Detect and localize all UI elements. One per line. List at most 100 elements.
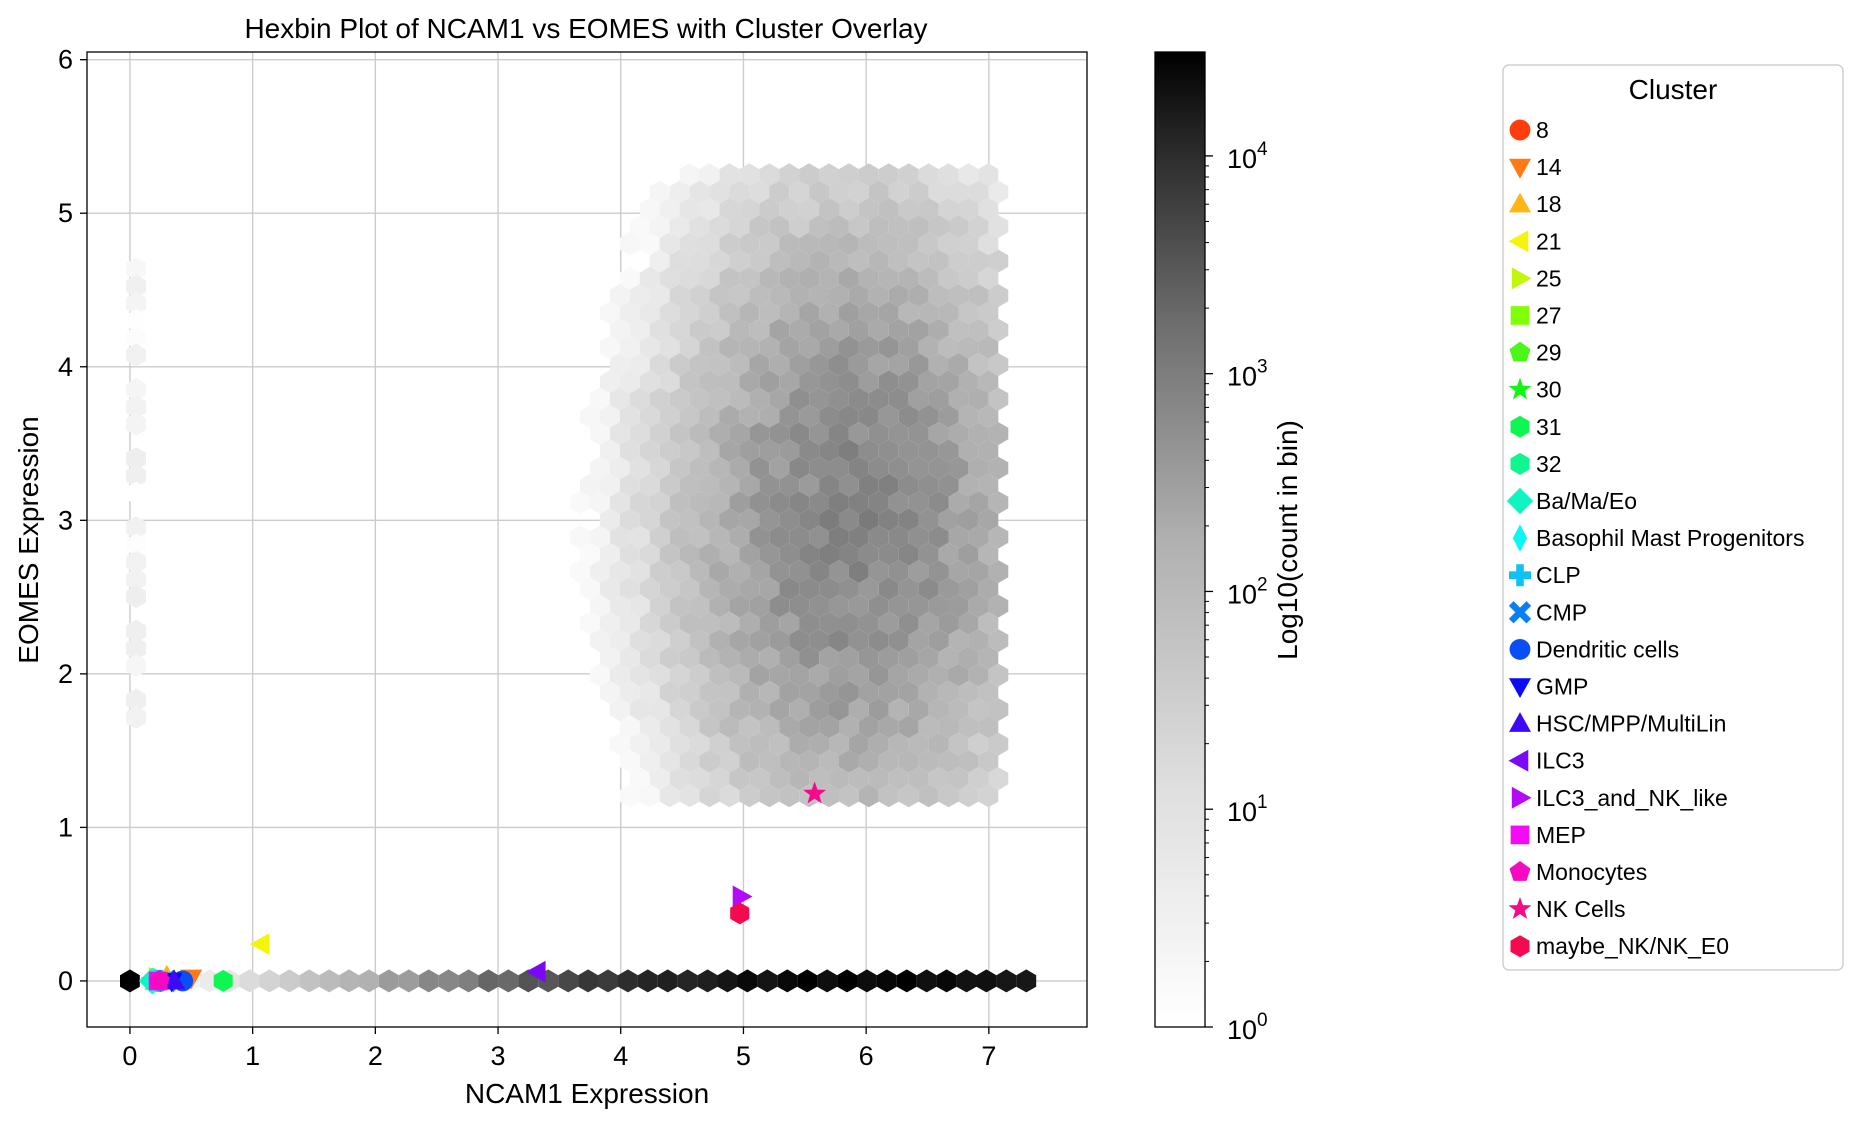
hexbin-cell <box>809 387 829 411</box>
hexbin-cell <box>669 318 690 342</box>
hexbin-cell <box>659 301 680 325</box>
hexbin-cell <box>619 611 640 635</box>
hexbin-cell <box>789 491 810 515</box>
hexbin-cell <box>888 422 909 446</box>
hexbin-cell <box>848 491 869 515</box>
cluster-marker <box>730 902 750 925</box>
hexbin-cell <box>948 387 969 411</box>
legend-item: maybe_NK/NK_E0 <box>1510 933 1729 959</box>
legend-marker <box>1510 825 1530 845</box>
hexbin-cell <box>848 767 869 791</box>
hexbin-cell <box>749 456 770 480</box>
y-tick-label: 4 <box>58 352 73 382</box>
hexbin-cell <box>988 560 1009 584</box>
hexbin-cell <box>868 560 889 584</box>
hexbin-cell <box>729 560 750 584</box>
hexbin-cell <box>918 577 939 601</box>
hexbin-cell <box>829 284 849 308</box>
hexbin-cell <box>908 594 929 618</box>
legend-item: CMP <box>1508 599 1587 625</box>
hexbin-cell <box>689 284 710 308</box>
hexbin-cell <box>779 508 800 532</box>
hexbin-cell <box>938 611 959 635</box>
hexbin-cell <box>769 456 790 480</box>
hexbin-cell <box>699 508 720 532</box>
hexbin-cell <box>709 249 730 273</box>
legend-item: NK Cells <box>1508 896 1625 922</box>
hexbin-cell <box>757 969 778 993</box>
hexbin-cell <box>659 335 680 359</box>
hexbin-cell <box>599 508 620 532</box>
hexbin-cell <box>968 560 989 584</box>
hexbin-cell <box>968 525 989 549</box>
hexbin-cell <box>789 180 810 204</box>
hexbin-cell <box>699 232 720 256</box>
cluster-marker-shape <box>249 933 270 956</box>
hexbin-cell <box>978 749 999 773</box>
hexbin-cell <box>958 266 979 290</box>
hexbin-cell <box>729 491 750 515</box>
legend-marker <box>1508 230 1529 253</box>
hexbin-cell <box>799 611 820 635</box>
hexbin-cell <box>916 969 937 993</box>
hexbin-cell <box>868 215 889 239</box>
hexbin-cell <box>639 197 660 221</box>
x-tick-label: 0 <box>122 1041 137 1071</box>
legend-marker-shape <box>1511 786 1532 809</box>
hexbin-cell <box>669 284 690 308</box>
cluster-marker <box>732 885 753 908</box>
hexbin-cell <box>809 560 829 584</box>
hexbin-cell <box>689 318 710 342</box>
hexbin-cell <box>669 629 690 653</box>
hexbin-cell <box>729 594 750 618</box>
hexbin-cell <box>918 335 939 359</box>
hexbin-cell <box>679 266 700 290</box>
hexbin-cell <box>558 969 579 993</box>
hexbin-cell <box>978 163 999 187</box>
hexbin-cell <box>659 715 680 739</box>
hexbin-cell <box>759 335 780 359</box>
hexbin-cell <box>570 491 590 515</box>
hexbin-cell <box>769 284 790 308</box>
hexbin-cell <box>749 249 770 273</box>
hexbin-cell <box>639 680 660 704</box>
legend-marker-shape <box>1509 192 1531 213</box>
hexbin-cell <box>968 663 989 687</box>
legend-label: 14 <box>1536 154 1562 180</box>
hexbin-cell <box>978 197 999 221</box>
hexbin-cell <box>928 732 949 756</box>
hexbin-cell <box>948 594 969 618</box>
legend-marker-shape <box>1510 306 1530 325</box>
hexbin-cell <box>779 680 800 704</box>
hexbin-cell <box>958 784 979 808</box>
legend-marker-shape <box>1508 377 1532 400</box>
hexbin-cell <box>978 266 999 290</box>
hexbin-cell <box>629 594 650 618</box>
hexbin-cell <box>839 335 859 359</box>
hexbin-cell <box>948 525 969 549</box>
hexbin-cell <box>988 318 1009 342</box>
hexbin-cell <box>619 784 640 808</box>
hexbin-cell <box>749 353 770 377</box>
legend-marker-shape <box>1510 452 1530 475</box>
hexbin-cell <box>858 266 879 290</box>
hexbin-cell <box>988 180 1009 204</box>
hexbin-cell <box>590 456 610 480</box>
hexbin-cell <box>1016 969 1037 993</box>
hexbin-cell <box>629 422 650 446</box>
hexbin-cell <box>779 163 800 187</box>
legend-marker <box>1509 158 1531 179</box>
hexbin-cell <box>898 508 919 532</box>
hexbin-cell <box>918 197 939 221</box>
hexbin-cell <box>759 232 780 256</box>
hexbin-cell <box>789 629 810 653</box>
legend-marker <box>1509 341 1531 362</box>
hexbin-cell <box>729 663 750 687</box>
hexbin-cell <box>928 629 949 653</box>
hexbin-cell <box>619 301 640 325</box>
hexbin-cell <box>878 646 899 670</box>
y-tick-label: 1 <box>58 812 73 842</box>
hexbin-cell <box>908 284 929 308</box>
legend-marker <box>1509 192 1531 213</box>
legend-label: Ba/Ma/Eo <box>1536 488 1637 514</box>
